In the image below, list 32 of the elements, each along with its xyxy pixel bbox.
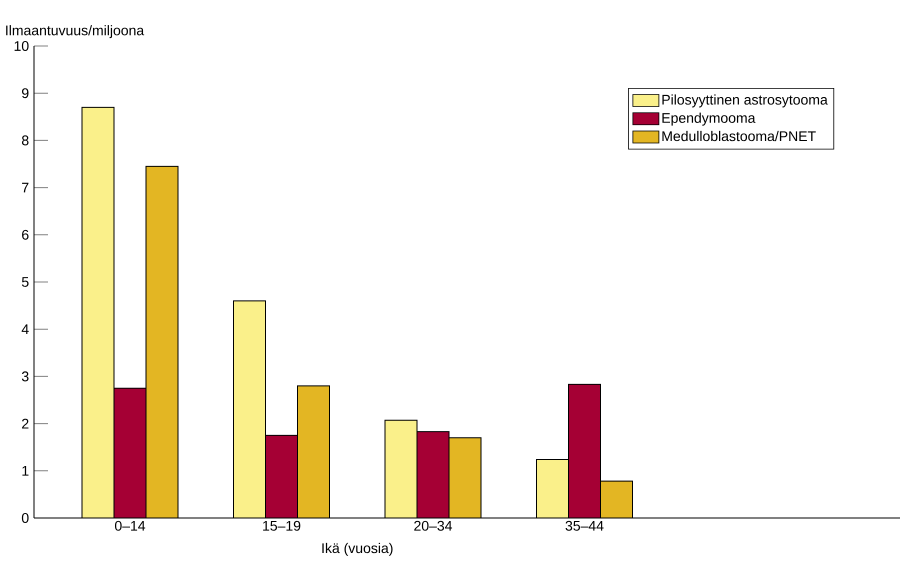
y-tick-label: 6 xyxy=(22,230,29,240)
x-tick-label: 15–19 xyxy=(263,520,300,531)
legend-label: Pilosyyttinen astrosytooma xyxy=(662,94,828,108)
legend-label: Ependymooma xyxy=(662,112,756,126)
y-tick-label: 10 xyxy=(14,41,29,51)
bar xyxy=(536,458,570,518)
x-axis-title: Ikä (vuosia) xyxy=(322,542,393,556)
x-tick-label: 35–44 xyxy=(566,520,604,531)
bar xyxy=(234,300,266,518)
bar xyxy=(114,388,146,518)
bar xyxy=(417,432,450,518)
bar xyxy=(82,107,114,518)
y-tick-label: 0 xyxy=(22,513,29,523)
y-tick-label: 2 xyxy=(22,418,28,428)
bar xyxy=(266,435,298,518)
x-tick-label: 0–14 xyxy=(114,520,146,531)
y-tick-label: 9 xyxy=(22,88,28,98)
bar xyxy=(568,384,602,518)
bar xyxy=(298,386,330,518)
y-tick-label: 3 xyxy=(22,371,29,382)
bar xyxy=(600,480,634,518)
y-tick-label: 1 xyxy=(22,466,28,476)
y-tick-label: 5 xyxy=(22,277,29,287)
y-tick-label: 7 xyxy=(22,182,28,192)
legend-label: Medulloblastooma/PNET xyxy=(662,130,816,142)
bar xyxy=(146,166,178,518)
bar xyxy=(385,420,418,518)
bar xyxy=(449,438,482,518)
y-tick-label: 8 xyxy=(22,135,29,146)
y-axis-title: Ilmaantuvuus/miljoona xyxy=(6,25,144,38)
y-tick-label: 4 xyxy=(22,324,29,334)
x-tick-label: 20–34 xyxy=(414,520,452,531)
